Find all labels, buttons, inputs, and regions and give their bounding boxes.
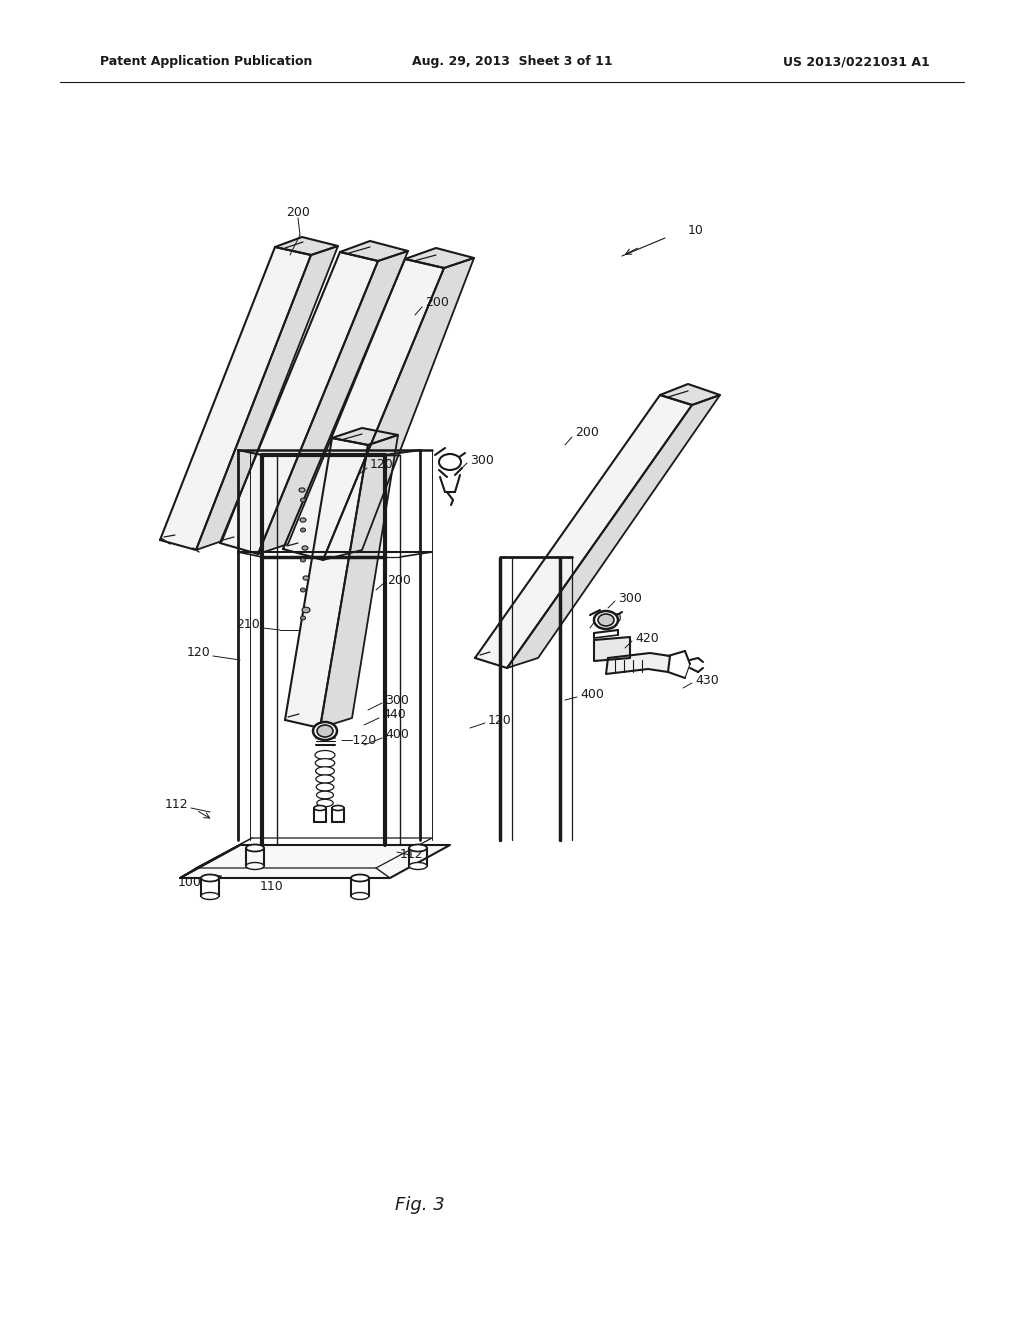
Ellipse shape <box>315 751 335 759</box>
Polygon shape <box>606 653 670 675</box>
Polygon shape <box>196 246 338 550</box>
Ellipse shape <box>300 616 305 620</box>
Polygon shape <box>507 395 720 668</box>
Ellipse shape <box>201 874 219 882</box>
Ellipse shape <box>246 845 264 851</box>
Text: 400: 400 <box>385 729 409 742</box>
Polygon shape <box>332 428 398 445</box>
Text: Aug. 29, 2013  Sheet 3 of 11: Aug. 29, 2013 Sheet 3 of 11 <box>412 55 612 69</box>
Ellipse shape <box>300 587 305 591</box>
Polygon shape <box>475 395 692 668</box>
Ellipse shape <box>315 775 334 783</box>
Ellipse shape <box>316 791 334 799</box>
Text: 112: 112 <box>165 799 188 812</box>
Text: 400: 400 <box>580 688 604 701</box>
Text: US 2013/0221031 A1: US 2013/0221031 A1 <box>783 55 930 69</box>
Ellipse shape <box>300 558 305 562</box>
Text: 10: 10 <box>688 223 703 236</box>
Polygon shape <box>220 252 378 554</box>
Polygon shape <box>180 845 450 878</box>
Ellipse shape <box>300 528 305 532</box>
Text: 120: 120 <box>370 458 394 471</box>
Polygon shape <box>285 438 368 729</box>
Text: 440: 440 <box>382 709 406 722</box>
Ellipse shape <box>315 767 335 775</box>
Ellipse shape <box>316 783 334 791</box>
Text: Patent Application Publication: Patent Application Publication <box>100 55 312 69</box>
Polygon shape <box>323 257 474 560</box>
Text: 420: 420 <box>635 631 658 644</box>
Ellipse shape <box>315 759 335 767</box>
Ellipse shape <box>303 576 309 579</box>
Polygon shape <box>660 384 720 405</box>
Polygon shape <box>283 259 444 560</box>
Text: 100: 100 <box>178 875 202 888</box>
Text: —120: —120 <box>340 734 376 747</box>
Text: 430: 430 <box>695 673 719 686</box>
Ellipse shape <box>314 805 326 810</box>
Polygon shape <box>406 248 474 268</box>
Text: 210: 210 <box>237 619 260 631</box>
Text: 110: 110 <box>260 880 284 894</box>
Ellipse shape <box>299 488 305 492</box>
Ellipse shape <box>300 517 306 523</box>
Text: 120: 120 <box>488 714 512 726</box>
Text: 440: 440 <box>598 611 622 624</box>
Ellipse shape <box>409 862 427 870</box>
Ellipse shape <box>302 607 310 612</box>
Ellipse shape <box>246 862 264 870</box>
Text: 120: 120 <box>186 647 210 660</box>
Ellipse shape <box>409 845 427 851</box>
Ellipse shape <box>351 892 369 899</box>
Ellipse shape <box>313 722 337 741</box>
Ellipse shape <box>332 805 344 810</box>
Polygon shape <box>275 238 338 255</box>
Ellipse shape <box>316 800 333 807</box>
Ellipse shape <box>317 725 333 737</box>
Ellipse shape <box>598 614 614 626</box>
Polygon shape <box>594 638 630 661</box>
Polygon shape <box>319 436 398 729</box>
Polygon shape <box>258 251 408 554</box>
Text: 300: 300 <box>618 591 642 605</box>
Text: 300: 300 <box>470 454 494 466</box>
Polygon shape <box>340 242 408 261</box>
Text: Fig. 3: Fig. 3 <box>395 1196 444 1214</box>
Text: 200: 200 <box>286 206 310 219</box>
Ellipse shape <box>594 611 618 630</box>
Text: 200: 200 <box>575 426 599 440</box>
Polygon shape <box>160 247 311 550</box>
Text: 200: 200 <box>387 573 411 586</box>
Ellipse shape <box>300 498 305 502</box>
Ellipse shape <box>201 892 219 899</box>
Text: 200: 200 <box>425 297 449 309</box>
Text: 300: 300 <box>385 693 409 706</box>
Ellipse shape <box>302 546 308 550</box>
Ellipse shape <box>439 454 461 470</box>
Ellipse shape <box>351 874 369 882</box>
Text: 112: 112 <box>400 849 424 862</box>
